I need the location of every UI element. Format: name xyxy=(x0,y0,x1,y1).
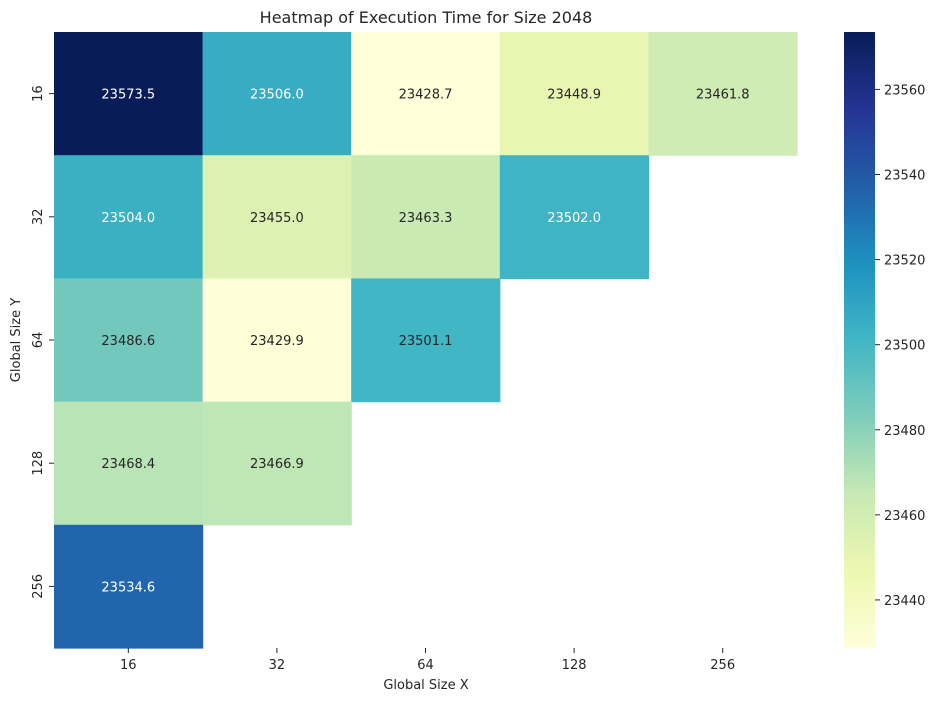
cell-value-label-r1-c3: 23502.0 xyxy=(547,211,601,226)
heatmap-cell-r0-c4 xyxy=(648,32,798,156)
cell-value-label-r2-c2: 23501.1 xyxy=(399,334,453,349)
heatmap-cell-r1-c1 xyxy=(202,155,352,279)
colorbar-tick-label-23480: 23480 xyxy=(884,424,925,439)
x-tick-label-256: 256 xyxy=(710,658,735,673)
cell-value-label-r1-c0: 23504.0 xyxy=(101,211,155,226)
cell-value-label-r0-c2: 23428.7 xyxy=(399,88,453,103)
cell-value-label-r3-c1: 23466.9 xyxy=(250,457,304,472)
colorbar-tick-label-23460: 23460 xyxy=(884,509,925,524)
y-tick-label-256: 256 xyxy=(31,574,46,599)
colorbar-tick-label-23540: 23540 xyxy=(884,169,925,184)
heatmap-cell-labels: 23573.5 23506.0 23428.7 23448.9 23461.8 23504… xyxy=(101,88,749,596)
colorbar-tick-label-23560: 23560 xyxy=(884,83,925,98)
x-tick-label-64: 64 xyxy=(417,658,434,673)
heatmap-cell-r0-c3 xyxy=(499,32,649,156)
heatmap-cell-r1-c3 xyxy=(499,155,649,279)
chart-title: Heatmap of Execution Time for Size 2048 xyxy=(260,8,593,27)
cell-value-label-r1-c1: 23455.0 xyxy=(250,211,304,226)
y-tick-label-128: 128 xyxy=(31,451,46,476)
heatmap-cells xyxy=(54,32,798,649)
heatmap-cell-r3-c0 xyxy=(54,401,204,526)
cell-value-label-r2-c0: 23486.6 xyxy=(101,334,155,349)
heatmap-cell-r0-c0 xyxy=(54,32,204,156)
heatmap-cell-r2-c2 xyxy=(351,278,501,403)
cell-value-label-r0-c1: 23506.0 xyxy=(250,88,304,103)
cell-value-label-r3-c0: 23468.4 xyxy=(101,457,155,472)
cell-value-label-r0-c0: 23573.5 xyxy=(101,88,155,103)
cell-value-label-r1-c2: 23463.3 xyxy=(399,211,453,226)
x-tick-label-16: 16 xyxy=(120,658,137,673)
cell-value-label-r4-c0: 23534.6 xyxy=(101,580,155,595)
cell-value-label-r0-c4: 23461.8 xyxy=(696,88,750,103)
colorbar-tick-label-23520: 23520 xyxy=(884,254,925,269)
colorbar-ticks: 23440 23460 23480 23500 23520 23540 23560 xyxy=(875,83,925,609)
colorbar-tick-label-23440: 23440 xyxy=(884,594,925,609)
heatmap-cell-r1-c2 xyxy=(351,155,501,279)
y-tick-label-16: 16 xyxy=(31,85,46,102)
cell-value-label-r0-c3: 23448.9 xyxy=(547,88,601,103)
y-axis-ticks: 16 32 64 128 256 xyxy=(31,85,54,599)
x-axis-label: Global Size X xyxy=(383,678,468,693)
colorbar xyxy=(844,32,875,648)
y-tick-label-64: 64 xyxy=(31,332,46,349)
heatmap-cell-r0-c1 xyxy=(202,32,352,156)
heatmap-cell-r2-c0 xyxy=(54,278,204,403)
cell-value-label-r2-c1: 23429.9 xyxy=(250,334,304,349)
heatmap-cell-r4-c0 xyxy=(54,524,204,649)
x-tick-label-128: 128 xyxy=(562,658,587,673)
heatmap-cell-r2-c1 xyxy=(202,278,352,403)
heatmap-cell-r1-c0 xyxy=(54,155,204,279)
heatmap-cell-r3-c1 xyxy=(202,401,352,526)
colorbar-tick-label-23500: 23500 xyxy=(884,339,925,354)
y-tick-label-32: 32 xyxy=(31,209,46,226)
x-axis-ticks: 16 32 64 128 256 xyxy=(120,648,735,673)
heatmap-cell-r0-c2 xyxy=(351,32,501,156)
y-axis-label: Global Size Y xyxy=(9,298,24,382)
x-tick-label-32: 32 xyxy=(269,658,286,673)
